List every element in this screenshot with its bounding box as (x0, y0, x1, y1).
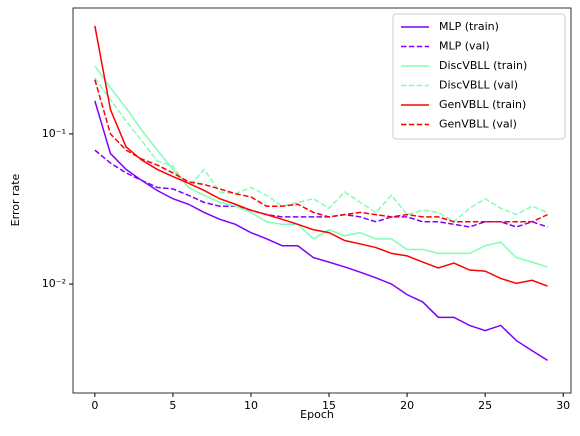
x-tick-label: 5 (169, 399, 176, 412)
legend-label: MLP (train) (439, 20, 499, 33)
legend-box (392, 13, 566, 140)
x-tick-label: 20 (400, 399, 414, 412)
legend-label: DiscVBLL (train) (439, 59, 527, 72)
y-axis-label: Error rate (9, 173, 22, 226)
series-line (94, 25, 548, 287)
y-tick-label: 10⁻² (42, 277, 66, 290)
series-line (94, 100, 548, 362)
legend-label: GenVBLL (val) (439, 118, 517, 131)
x-tick-label: 0 (91, 399, 98, 412)
series-line (94, 77, 548, 223)
x-axis-label: Epoch (300, 408, 334, 421)
x-tick-label: 25 (478, 399, 492, 412)
legend-label: DiscVBLL (val) (439, 79, 518, 92)
series-line (94, 65, 548, 268)
series-line (94, 149, 548, 228)
x-tick-label: 15 (322, 399, 336, 412)
y-tick-label: 10⁻¹ (42, 127, 66, 140)
legend-label: GenVBLL (train) (439, 98, 526, 111)
legend-label: MLP (val) (439, 40, 490, 53)
plot-frame (72, 7, 572, 394)
x-tick-label: 30 (556, 399, 570, 412)
x-tick-label: 10 (244, 399, 258, 412)
series-line (94, 79, 548, 223)
